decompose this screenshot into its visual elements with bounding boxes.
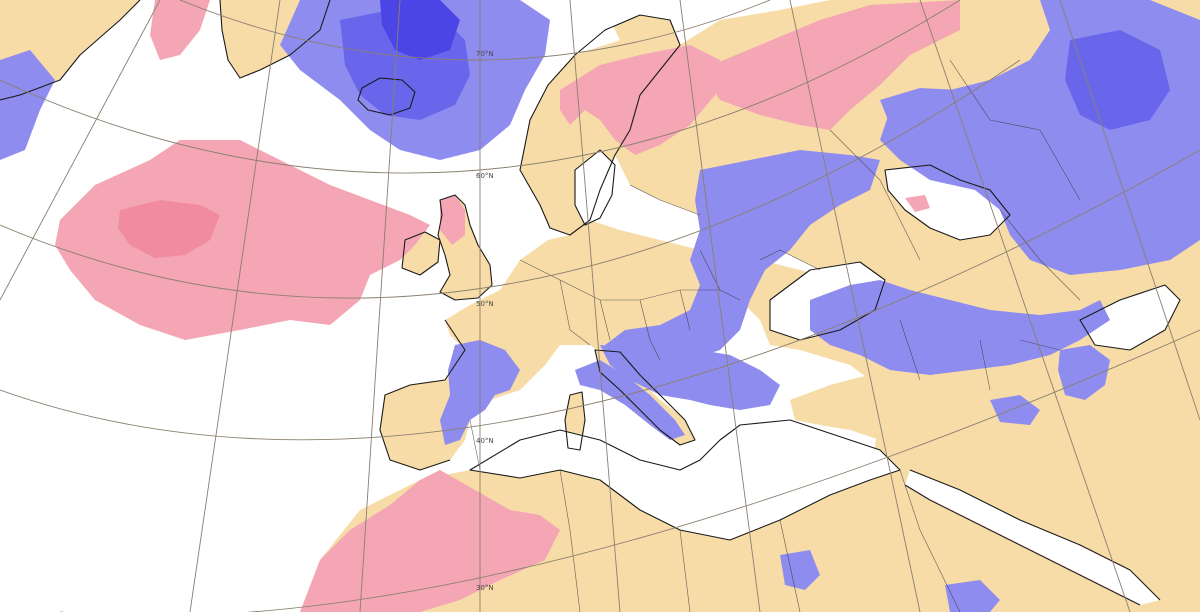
below-normal-turkey-caucasus bbox=[810, 280, 1110, 375]
latitude-label-40: 40°N bbox=[476, 437, 494, 445]
latitude-label-60: 60°N bbox=[476, 172, 494, 180]
below-normal-africa-south bbox=[780, 550, 820, 590]
meridian-line bbox=[189, 0, 281, 612]
above-normal-layer bbox=[55, 0, 960, 612]
meridian-line bbox=[919, 0, 1131, 612]
latitude-label-70: 70°N bbox=[476, 50, 494, 58]
coastlines bbox=[0, 0, 1181, 606]
latitude-70-line bbox=[179, 0, 771, 61]
latitude-30-line bbox=[60, 329, 1200, 612]
below-normal-siberia-2 bbox=[880, 88, 975, 135]
below-normal-arabia bbox=[945, 580, 1000, 612]
latitude-label-30: 30°N bbox=[476, 584, 494, 592]
below-normal-canada bbox=[0, 50, 55, 160]
meridian-line bbox=[679, 0, 761, 612]
country-borders bbox=[469, 59, 1081, 612]
below-normal-extreme-greenland bbox=[380, 0, 460, 60]
above-normal-atlantic-strong bbox=[118, 200, 220, 258]
above-normal-dot-caspian bbox=[905, 195, 930, 212]
latitude-50-line bbox=[0, 59, 1021, 299]
aral-region bbox=[885, 165, 1010, 240]
red-sea bbox=[905, 470, 1160, 605]
caspian-sea bbox=[1080, 285, 1180, 350]
above-normal-russia-north bbox=[700, 0, 960, 130]
baltic-sea bbox=[575, 150, 615, 225]
meridian-line bbox=[359, 0, 401, 612]
below-normal-central-asia-small bbox=[990, 395, 1040, 425]
meridian-line bbox=[0, 0, 161, 301]
below-normal-iran bbox=[1058, 345, 1110, 400]
below-normal-east-europe bbox=[605, 150, 880, 380]
above-normal-atlantic bbox=[55, 140, 430, 340]
above-normal-scandinavia bbox=[560, 45, 720, 155]
anatolia bbox=[790, 372, 1010, 445]
below-normal-strong-russia bbox=[1065, 30, 1170, 130]
latitude-label-50: 50°N bbox=[476, 300, 494, 308]
latitude-40-line bbox=[0, 149, 1200, 441]
meridian-line bbox=[569, 0, 621, 612]
meridian-line bbox=[789, 0, 921, 612]
above-normal-britain bbox=[440, 195, 465, 245]
above-normal-north-africa bbox=[300, 470, 560, 612]
above-normal-greenland-tip bbox=[150, 0, 210, 60]
meridian-line bbox=[1059, 0, 1200, 421]
